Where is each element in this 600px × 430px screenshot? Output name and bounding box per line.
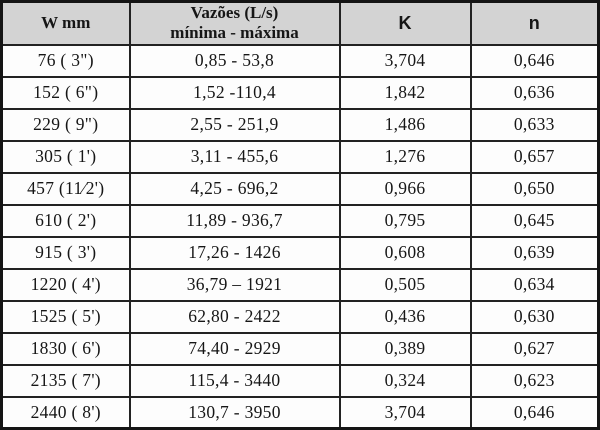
table-cell: 76 ( 3") — [0, 43, 131, 78]
table-cell: 0,645 — [469, 203, 600, 238]
table-cell: 0,85 - 53,8 — [128, 43, 341, 78]
table-cell: 0,646 — [469, 395, 600, 430]
table-cell: 17,26 - 1426 — [128, 235, 341, 270]
header-cell-n: n — [469, 0, 600, 46]
table-cell: 0,966 — [338, 171, 472, 206]
table-cell: 229 ( 9") — [0, 107, 131, 142]
table-cell: 305 ( 1') — [0, 139, 131, 174]
table-header: W mm Vazões (L/s) mínima - máxima K n — [0, 0, 600, 46]
header-cell-w-mm: W mm — [0, 0, 131, 46]
table-cell: 74,40 - 2929 — [128, 331, 341, 366]
table-cell: 0,389 — [338, 331, 472, 366]
table-cell: 152 ( 6") — [0, 75, 131, 110]
table-cell: 2440 ( 8') — [0, 395, 131, 430]
table-row: 152 ( 6") 1,52 -110,4 1,842 0,636 — [0, 75, 600, 110]
table-row: 915 ( 3') 17,26 - 1426 0,608 0,639 — [0, 235, 600, 270]
table-cell: 0,623 — [469, 363, 600, 398]
table-cell: 610 ( 2') — [0, 203, 131, 238]
header-cell-vazoes: Vazões (L/s) mínima - máxima — [128, 0, 341, 46]
table-cell: 0,634 — [469, 267, 600, 302]
table-cell: 3,704 — [338, 43, 472, 78]
table-row: 1830 ( 6') 74,40 - 2929 0,389 0,627 — [0, 331, 600, 366]
table-cell: 0,505 — [338, 267, 472, 302]
table-cell: 0,630 — [469, 299, 600, 334]
table-row: 1220 ( 4') 36,79 – 1921 0,505 0,634 — [0, 267, 600, 302]
table-cell: 457 (11⁄2') — [0, 171, 131, 206]
table-cell: 0,657 — [469, 139, 600, 174]
table-cell: 1525 ( 5') — [0, 299, 131, 334]
table-cell: 0,795 — [338, 203, 472, 238]
table-cell: 130,7 - 3950 — [128, 395, 341, 430]
table-cell: 2135 ( 7') — [0, 363, 131, 398]
table-cell: 0,324 — [338, 363, 472, 398]
table-body: 76 ( 3") 0,85 - 53,8 3,704 0,646 152 ( 6") 1,… — [0, 43, 600, 430]
header-vazoes-line2: mínima - máxima — [170, 23, 299, 43]
table-cell: 0,646 — [469, 43, 600, 78]
table-cell: 0,627 — [469, 331, 600, 366]
table-cell: 0,639 — [469, 235, 600, 270]
header-row: W mm Vazões (L/s) mínima - máxima K n — [0, 0, 600, 46]
table-cell: 11,89 - 936,7 — [128, 203, 341, 238]
table-cell: 1,486 — [338, 107, 472, 142]
table-cell: 62,80 - 2422 — [128, 299, 341, 334]
table-cell: 4,25 - 696,2 — [128, 171, 341, 206]
table-row: 229 ( 9") 2,55 - 251,9 1,486 0,633 — [0, 107, 600, 142]
table-cell: 3,704 — [338, 395, 472, 430]
table-cell: 36,79 – 1921 — [128, 267, 341, 302]
table-cell: 915 ( 3') — [0, 235, 131, 270]
table-cell: 1220 ( 4') — [0, 267, 131, 302]
table-row: 305 ( 1') 3,11 - 455,6 1,276 0,657 — [0, 139, 600, 174]
table-row: 1525 ( 5') 62,80 - 2422 0,436 0,630 — [0, 299, 600, 334]
table-row: 2440 ( 8') 130,7 - 3950 3,704 0,646 — [0, 395, 600, 430]
table-cell: 0,650 — [469, 171, 600, 206]
table-cell: 1830 ( 6') — [0, 331, 131, 366]
table-cell: 0,436 — [338, 299, 472, 334]
table-cell: 1,276 — [338, 139, 472, 174]
table-row: 457 (11⁄2') 4,25 - 696,2 0,966 0,650 — [0, 171, 600, 206]
table-cell: 1,842 — [338, 75, 472, 110]
table-cell: 0,633 — [469, 107, 600, 142]
table-cell: 1,52 -110,4 — [128, 75, 341, 110]
header-vazoes-line1: Vazões (L/s) — [190, 3, 279, 23]
table-row: 76 ( 3") 0,85 - 53,8 3,704 0,646 — [0, 43, 600, 78]
header-cell-k: K — [338, 0, 472, 46]
table-row: 610 ( 2') 11,89 - 936,7 0,795 0,645 — [0, 203, 600, 238]
table-cell: 3,11 - 455,6 — [128, 139, 341, 174]
table-row: 2135 ( 7') 115,4 - 3440 0,324 0,623 — [0, 363, 600, 398]
table-cell: 2,55 - 251,9 — [128, 107, 341, 142]
table-cell: 0,608 — [338, 235, 472, 270]
table-cell: 0,636 — [469, 75, 600, 110]
table-cell: 115,4 - 3440 — [128, 363, 341, 398]
